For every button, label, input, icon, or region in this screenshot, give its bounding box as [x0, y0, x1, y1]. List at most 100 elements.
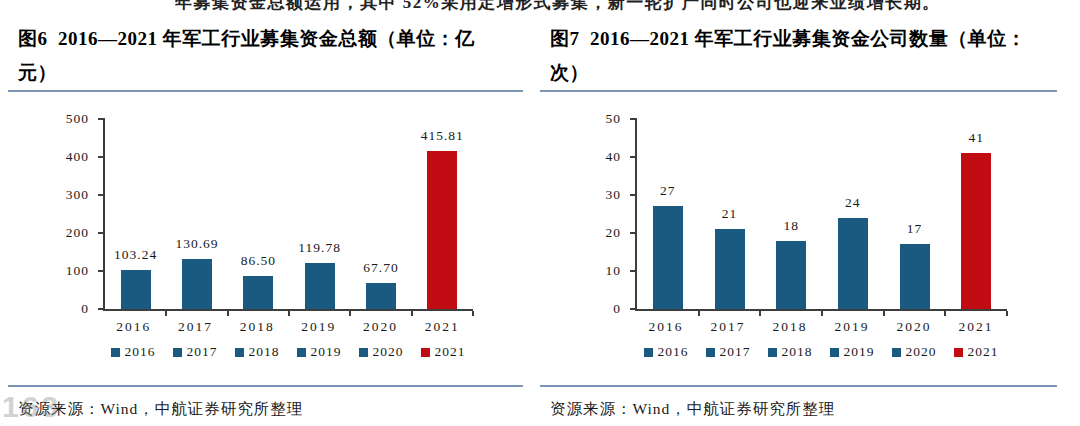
bar-2018	[776, 241, 806, 309]
bar-2016	[653, 206, 683, 309]
x-axis-label: 2017	[697, 319, 759, 335]
legend-label: 2020	[906, 344, 937, 360]
y-axis-tick-mark	[630, 118, 637, 120]
y-axis-tick-mark	[98, 308, 105, 310]
bar-value-label: 130.69	[166, 236, 227, 252]
bar-slot: 24	[822, 119, 884, 309]
plot-area: 103.24130.6986.50119.7867.70415.81 01002…	[103, 119, 473, 311]
x-axis-tick-mark	[821, 311, 823, 316]
figure-panel-7: 图7 2016—2021 年军工行业募集资金公司数量（单位： 次） 272118…	[540, 16, 1057, 420]
legend-label: 2017	[187, 344, 218, 360]
legend-label: 2018	[782, 344, 813, 360]
bar-value-label: 27	[637, 183, 699, 199]
bar-2021	[961, 153, 991, 309]
bar-value-label: 17	[884, 221, 946, 237]
bar-value-label: 67.70	[350, 260, 411, 276]
watermark: 163	[2, 390, 61, 424]
y-axis-tick-label: 0	[613, 301, 621, 317]
bar-slot: 415.81	[412, 119, 473, 309]
x-axis-label: 2019	[288, 319, 350, 335]
x-axis-label: 2021	[945, 319, 1007, 335]
legend-label: 2017	[720, 344, 751, 360]
bar-slot: 103.24	[105, 119, 166, 309]
figure-panel-6: 图6 2016—2021 年军工行业募集资金总额（单位：亿 元） 103.241…	[8, 16, 523, 420]
x-axis-label: 2018	[759, 319, 821, 335]
legend-item: 2017	[706, 344, 751, 360]
x-axis-label: 2021	[411, 319, 473, 335]
y-axis-tick-label: 400	[66, 149, 89, 165]
x-axis-label: 2020	[350, 319, 412, 335]
source-note: 资源来源：Wind，中航证券研究所整理	[540, 387, 1057, 420]
legend-item: 2019	[297, 344, 342, 360]
x-axis-tick-mark	[698, 311, 700, 316]
x-axis-tick-mark	[349, 311, 351, 316]
legend-item: 2019	[830, 344, 875, 360]
bar-slot: 17	[884, 119, 946, 309]
legend-label: 2016	[125, 344, 156, 360]
y-axis-tick-mark	[98, 156, 105, 158]
bar-value-label: 18	[760, 218, 822, 234]
legend-swatch	[111, 348, 120, 357]
legend-swatch	[359, 348, 368, 357]
legend-label: 2021	[435, 344, 466, 360]
figure-title: 图6 2016—2021 年军工行业募集资金总额（单位：亿 元）	[8, 16, 523, 90]
source-note: 资源来源：Wind，中航证券研究所整理	[8, 387, 523, 420]
bar-slot: 18	[760, 119, 822, 309]
legend-item: 2021	[954, 344, 999, 360]
legend-item: 2017	[173, 344, 218, 360]
bar-slot: 130.69	[166, 119, 227, 309]
figure-title: 图7 2016—2021 年军工行业募集资金公司数量（单位： 次）	[540, 16, 1057, 90]
report-page: 年募集资金总额运用，其中 52%采用定增形式募集，新一轮扩产同时公司也迎来业绩增…	[0, 0, 1080, 426]
bar-slot: 41	[945, 119, 1007, 309]
x-axis-label: 2016	[103, 319, 165, 335]
legend-swatch	[830, 348, 839, 357]
x-axis-tick-mark	[1006, 311, 1008, 316]
bar-2016	[121, 270, 151, 309]
y-axis-tick-mark	[98, 232, 105, 234]
legend-item: 2016	[644, 344, 689, 360]
y-axis-tick-mark	[630, 308, 637, 310]
clipped-paragraph: 年募集资金总额运用，其中 52%采用定增形式募集，新一轮扩产同时公司也迎来业绩增…	[175, 0, 1060, 12]
x-axis-tick-mark	[165, 311, 167, 316]
legend-swatch	[892, 348, 901, 357]
x-axis-tick-mark	[472, 311, 474, 316]
plot-area: 272118241741 01020304050	[635, 119, 1007, 311]
legend-item: 2018	[235, 344, 280, 360]
y-axis-tick-label: 200	[66, 225, 89, 241]
bar-chart-total-funds: 103.24130.6986.50119.7867.70415.81 01002…	[8, 92, 523, 385]
bar-2021	[427, 151, 457, 309]
y-axis-tick-label: 300	[66, 187, 89, 203]
x-axis-label: 2019	[821, 319, 883, 335]
bar-value-label: 41	[945, 130, 1007, 146]
legend-label: 2018	[249, 344, 280, 360]
y-axis-tick-mark	[98, 118, 105, 120]
y-axis-tick-label: 50	[606, 111, 622, 127]
y-axis-tick-mark	[98, 270, 105, 272]
legend-swatch	[706, 348, 715, 357]
x-axis-tick-mark	[288, 311, 290, 316]
y-axis-tick-mark	[630, 270, 637, 272]
bar-value-label: 21	[699, 206, 761, 222]
chart-legend: 2016 2017 2018 2019 2020 2021	[103, 344, 473, 360]
bar-2017	[715, 229, 745, 309]
bar-slot: 21	[699, 119, 761, 309]
bar-value-label: 415.81	[412, 128, 473, 144]
bars-row: 103.24130.6986.50119.7867.70415.81	[105, 119, 473, 309]
legend-swatch	[954, 348, 963, 357]
bars-row: 2721182417 41	[637, 119, 1007, 309]
legend-item: 2018	[768, 344, 813, 360]
clipped-paragraph-text: 年募集资金总额运用，其中 52%采用定增形式募集，新一轮扩产同时公司也迎来业绩增…	[175, 0, 1060, 12]
legend-label: 2016	[658, 344, 689, 360]
legend-swatch	[235, 348, 244, 357]
x-axis-tick-mark	[944, 311, 946, 316]
x-axis-labels: 201620172018201920202021	[635, 319, 1007, 335]
y-axis-tick-label: 10	[606, 263, 622, 279]
legend-swatch	[421, 348, 430, 357]
legend-item: 2016	[111, 344, 156, 360]
legend-label: 2020	[373, 344, 404, 360]
x-axis-tick-mark	[411, 311, 413, 316]
x-axis-label: 2016	[635, 319, 697, 335]
y-axis-tick-label: 500	[66, 111, 89, 127]
x-axis-tick-mark	[759, 311, 761, 316]
bar-slot: 27	[637, 119, 699, 309]
